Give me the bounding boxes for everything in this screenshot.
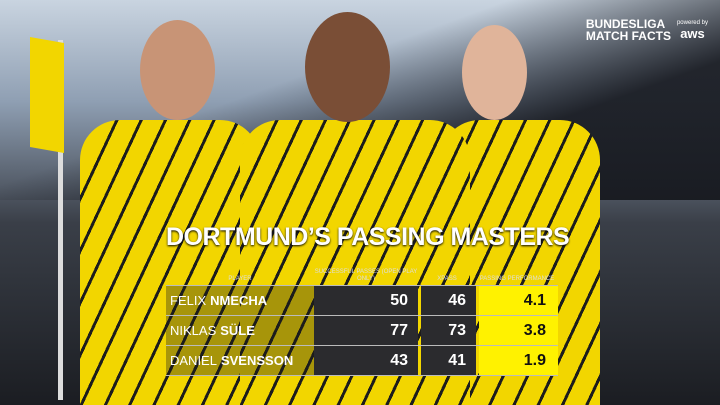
player-sule-head (140, 20, 215, 120)
table-row: NIKLAS SÜLE 77 73 3.8 (166, 316, 558, 346)
last-name: SVENSSON (220, 353, 294, 368)
powered-by: powered by (676, 19, 708, 26)
page-title: DORTMUND’S PASSING MASTERS (166, 223, 570, 251)
player-svensson-head (462, 25, 527, 120)
bundesliga-match-facts-logo: BUNDESLIGA MATCH FACTS powered by aws (586, 18, 708, 42)
xpass-value: 46 (421, 286, 476, 315)
player-nmecha-head (305, 12, 390, 122)
table-header: PLAYER SUCCESSFUL PASSES (OPEN PLAY ONLY… (166, 252, 558, 286)
corner-flag (30, 37, 64, 153)
aws-logo: aws (680, 25, 705, 41)
last-name: SÜLE (220, 323, 255, 338)
last-name: NMECHA (210, 293, 268, 308)
table-row: FELIX NMECHA 50 46 4.1 (166, 286, 558, 316)
brand-line1: BUNDESLIGA (585, 17, 666, 31)
header-player: PLAYER (228, 276, 252, 282)
first-name: DANIEL (170, 353, 217, 368)
player-name: NIKLAS SÜLE (166, 316, 314, 345)
header-passes: SUCCESSFUL PASSES (OPEN PLAY ONLY) (314, 269, 418, 282)
player-sule-shirt (80, 120, 260, 405)
performance-value: 1.9 (479, 346, 558, 375)
performance-value: 4.1 (479, 286, 558, 315)
player-name: DANIEL SVENSSON (166, 346, 314, 375)
passes-value: 43 (314, 346, 418, 375)
passes-value: 77 (314, 316, 418, 345)
player-name: FELIX NMECHA (166, 286, 314, 315)
xpass-value: 41 (421, 346, 476, 375)
stats-table: DORTMUND’S PASSING MASTERS PLAYER SUCCES… (166, 222, 570, 376)
xpass-value: 73 (421, 316, 476, 345)
header-xpass: XPASS (437, 276, 457, 282)
header-performance: PASSING PERFORMANCE (479, 276, 555, 282)
brand-line2: MATCH FACTS (585, 29, 671, 43)
passes-value: 50 (314, 286, 418, 315)
table-row: DANIEL SVENSSON 43 41 1.9 (166, 346, 558, 376)
corner-flag-pole (58, 40, 63, 400)
first-name: NIKLAS (170, 323, 217, 338)
performance-value: 3.8 (479, 316, 558, 345)
first-name: FELIX (170, 293, 207, 308)
